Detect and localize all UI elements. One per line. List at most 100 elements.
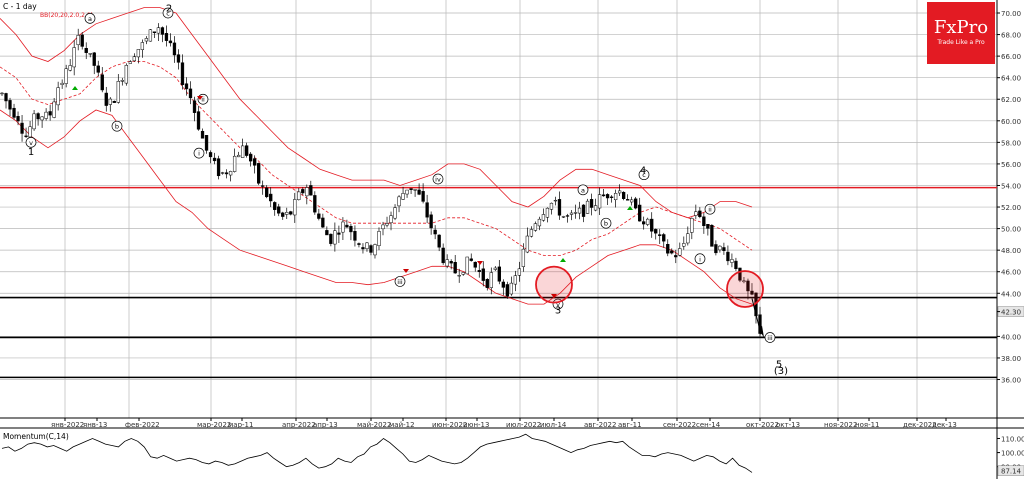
- candle: [461, 272, 465, 275]
- wave-marker-a: [84, 13, 96, 24]
- fxpro-logo: FxPro Trade Like a Pro: [927, 2, 995, 64]
- candle: [417, 189, 421, 195]
- candle: [561, 216, 566, 218]
- candle: [337, 232, 341, 235]
- candle: [188, 88, 193, 99]
- candle: [309, 185, 313, 196]
- candle: [321, 217, 325, 228]
- wave-marker-label: a: [88, 15, 92, 23]
- price-tick-label: 50.00: [1001, 226, 1021, 234]
- fxpro-logo-name: FxPro: [933, 17, 989, 38]
- price-tick-label: 48.00: [1001, 247, 1021, 255]
- candle: [405, 189, 409, 195]
- candle: [88, 53, 92, 55]
- major-wave-label: 5: [776, 359, 782, 370]
- candle: [710, 225, 714, 247]
- candle: [485, 279, 489, 288]
- candle: [493, 267, 497, 270]
- time-tick-label: авг-2022: [584, 421, 616, 429]
- candle: [505, 284, 509, 297]
- major-wave-label: 1: [28, 147, 34, 158]
- candle: [549, 202, 554, 210]
- candle: [301, 189, 305, 194]
- candle: [240, 145, 245, 158]
- wave-marker-label: b: [115, 123, 119, 131]
- candle: [361, 247, 365, 250]
- candle: [630, 199, 634, 203]
- candle: [437, 234, 441, 248]
- candle: [690, 218, 694, 233]
- candle: [750, 290, 754, 295]
- candle: [597, 194, 602, 209]
- price-tick-label: 56.00: [1001, 161, 1021, 169]
- candle: [317, 213, 321, 219]
- wave-marker-label: v: [556, 301, 560, 309]
- candle: [726, 251, 730, 262]
- candle: [369, 245, 373, 253]
- candle: [365, 242, 369, 250]
- candle: [253, 158, 257, 166]
- price-tick-label: 40.00: [1001, 333, 1021, 341]
- candle: [513, 275, 518, 285]
- candle: [345, 224, 349, 228]
- candle: [12, 107, 16, 118]
- candle: [389, 215, 393, 224]
- candle: [714, 244, 718, 254]
- candle: [124, 65, 128, 84]
- time-tick-label: апр-2022: [282, 421, 316, 429]
- candle: [313, 195, 317, 213]
- candle: [569, 212, 574, 215]
- bollinger-upper: [0, 7, 753, 219]
- candle: [457, 275, 461, 277]
- candle: [445, 259, 449, 267]
- candle: [621, 191, 626, 199]
- candle: [577, 207, 582, 214]
- candle: [698, 210, 702, 217]
- candle: [533, 223, 538, 231]
- candle: [702, 216, 706, 227]
- time-tick-label: май-2022: [357, 421, 391, 429]
- time-tick-label: июн-13: [463, 421, 489, 429]
- time-tick-label: ноя-2022: [824, 421, 857, 429]
- candle: [64, 68, 68, 84]
- wave-marker-iv: [432, 173, 444, 185]
- candle: [68, 65, 72, 71]
- candle: [421, 191, 425, 202]
- time-tick-label: июл-2022: [506, 421, 541, 429]
- candle: [8, 100, 12, 110]
- candle: [469, 258, 473, 261]
- candle: [120, 80, 124, 82]
- candle: [353, 231, 357, 241]
- momentum-tick-label: 110.00: [1001, 435, 1024, 443]
- candle: [537, 218, 542, 227]
- candle: [132, 56, 136, 62]
- candle: [277, 206, 281, 214]
- time-tick-label: сен-14: [696, 421, 721, 429]
- price-tick-label: 44.00: [1001, 290, 1021, 298]
- momentum-tick-label: 100.00: [1001, 450, 1024, 458]
- candle: [585, 200, 590, 214]
- candle: [425, 202, 429, 218]
- candle: [734, 260, 738, 270]
- candle: [373, 244, 377, 256]
- momentum-current-box: [997, 465, 1024, 476]
- major-wave-label: 3: [555, 305, 561, 316]
- candle: [48, 111, 52, 116]
- candle: [746, 280, 750, 292]
- candle: [381, 224, 385, 230]
- candle: [694, 211, 698, 216]
- candle: [385, 223, 389, 226]
- bollinger-label: BB(20,20,2.0,2.0): [40, 12, 93, 19]
- candle: [160, 27, 165, 35]
- candle: [397, 196, 401, 207]
- wave-marker-i: [694, 253, 706, 265]
- candle: [738, 267, 742, 281]
- candle: [730, 259, 734, 263]
- candle: [670, 250, 674, 254]
- candle: [638, 204, 642, 222]
- highlight-circle: [726, 270, 764, 308]
- candle: [289, 211, 293, 215]
- time-tick-label: дек-13: [932, 421, 957, 429]
- wave-marker-label: iii: [397, 278, 403, 286]
